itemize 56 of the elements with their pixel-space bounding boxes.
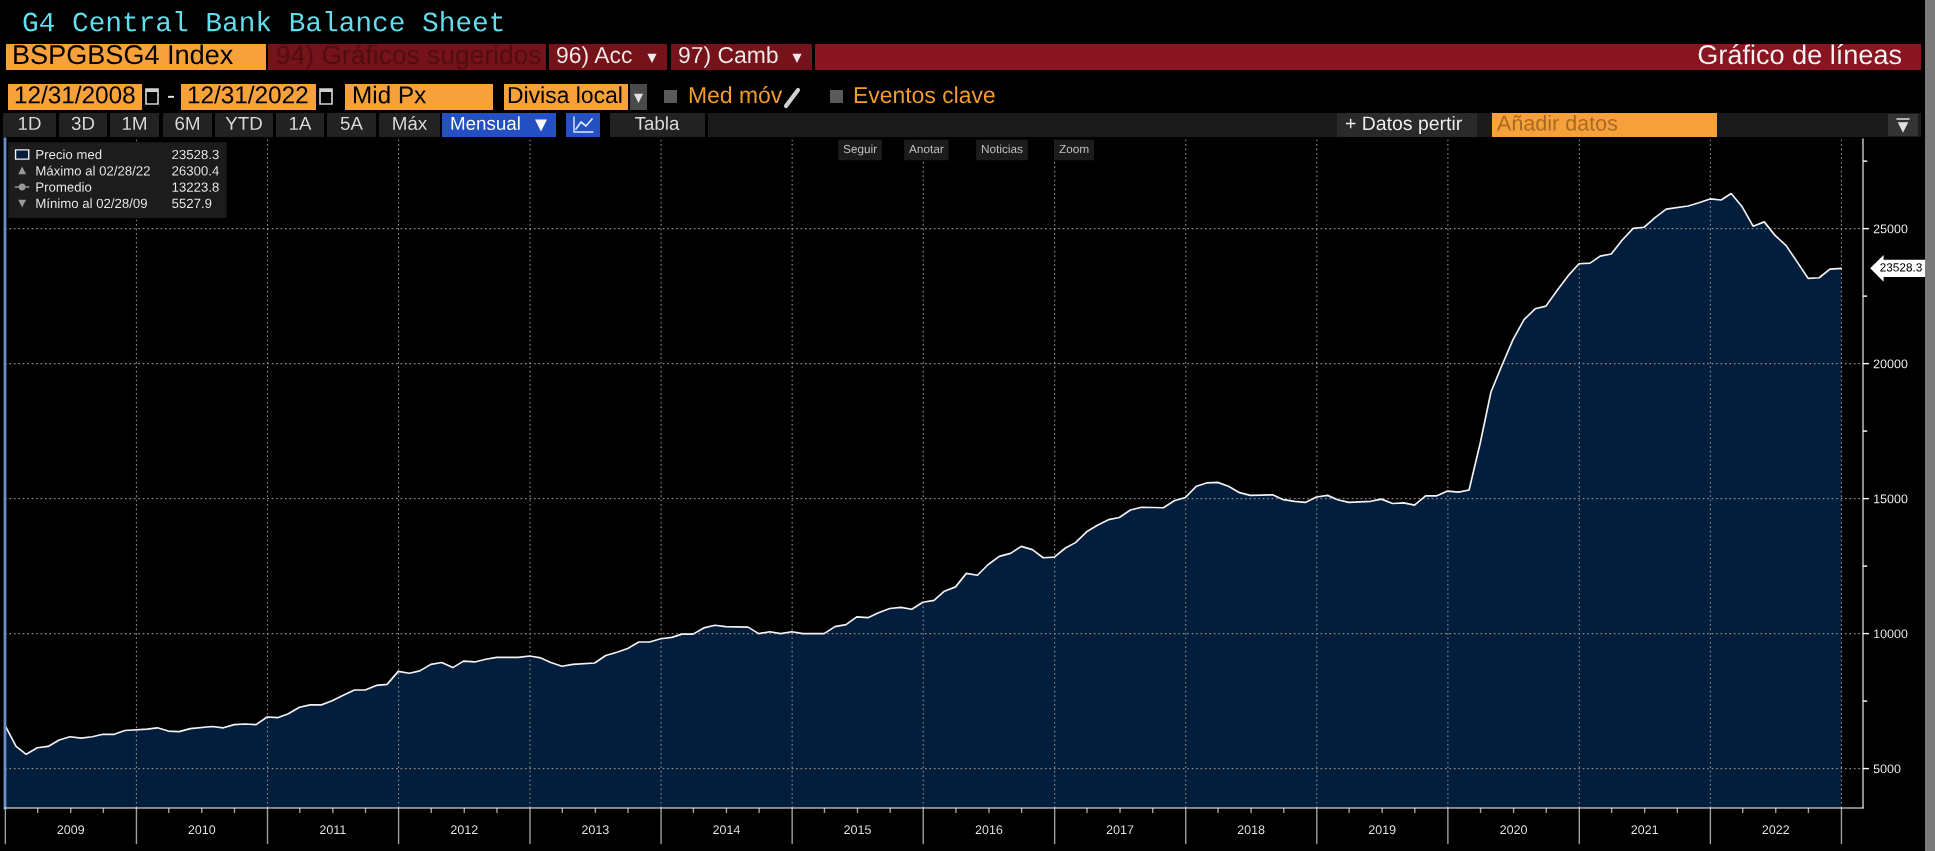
- text: 3D: [71, 116, 95, 131]
- x-tick-label: 2021: [1631, 825, 1658, 835]
- text: 96) Acc: [557, 46, 632, 68]
- text: Divisa local: [508, 86, 622, 104]
- text: Med móv: [689, 86, 783, 104]
- annotation: Seguir: [843, 144, 877, 156]
- annotation: Noticias: [981, 144, 1023, 154]
- x-tick-label: 2015: [844, 825, 871, 835]
- x-tick-label: 2010: [188, 825, 216, 835]
- text: 5A: [340, 116, 363, 131]
- x-tick-label: 2020: [1500, 825, 1528, 835]
- y-tick-label: 25000: [1873, 224, 1908, 234]
- y-tick-label: 15000: [1874, 494, 1908, 504]
- chart-title: G4 Central Bank Balance Sheet: [23, 11, 503, 32]
- annotation: 13223.8: [172, 182, 219, 192]
- x-tick-label: 2022: [1762, 825, 1790, 835]
- text: 1D: [18, 116, 41, 130]
- x-tick-label: 2012: [451, 825, 478, 835]
- x-tick-label: 2019: [1368, 825, 1396, 835]
- text: -: [168, 95, 174, 98]
- y-tick-label: 5000: [1873, 764, 1901, 774]
- legend-label: Precio med: [36, 149, 102, 160]
- annotation: 5527.9: [172, 198, 212, 209]
- text: Mensual: [451, 116, 520, 131]
- x-tick-label: 2011: [320, 825, 346, 835]
- x-tick-label: 2009: [57, 825, 85, 835]
- text: Mid Px: [353, 85, 427, 104]
- text: YTD: [225, 116, 262, 130]
- text: Eventos clave: [854, 86, 995, 104]
- y-tick-label: 20000: [1873, 359, 1908, 369]
- text: 12/31/2022: [188, 85, 308, 104]
- text: 1M: [122, 116, 146, 130]
- text: Máx: [393, 116, 428, 131]
- text: 12/31/2008: [15, 85, 135, 104]
- text: 1A: [289, 116, 312, 130]
- text: 23528.3: [1880, 263, 1922, 272]
- y-tick-label: 10000: [1874, 629, 1908, 639]
- x-tick-label: 2013: [582, 825, 609, 835]
- annotation: 26300.4: [172, 166, 219, 176]
- annotation: 23528.3: [172, 149, 219, 160]
- x-tick-label: 2016: [975, 825, 1003, 835]
- x-tick-label: 2018: [1237, 825, 1265, 835]
- annotation: Zoom: [1059, 144, 1089, 154]
- x-tick-label: 2017: [1106, 825, 1134, 835]
- x-tick-label: 2014: [713, 825, 740, 835]
- text: BSPGBSG4 Index: [14, 44, 233, 65]
- annotation: Mínimo al 02/28/09: [36, 198, 147, 209]
- text: 6M: [175, 116, 199, 131]
- text: Tabla: [635, 116, 680, 131]
- annotation: Anotar: [909, 144, 944, 154]
- text: Gráfico de líneas: [1698, 44, 1902, 65]
- annotation: Máximo al 02/28/22: [36, 165, 150, 176]
- annotation: Promedio: [36, 182, 92, 192]
- text: + Datos pertir: [1345, 115, 1462, 135]
- text: Añadir datos: [1497, 114, 1618, 131]
- text: 97) Camb: [679, 46, 778, 68]
